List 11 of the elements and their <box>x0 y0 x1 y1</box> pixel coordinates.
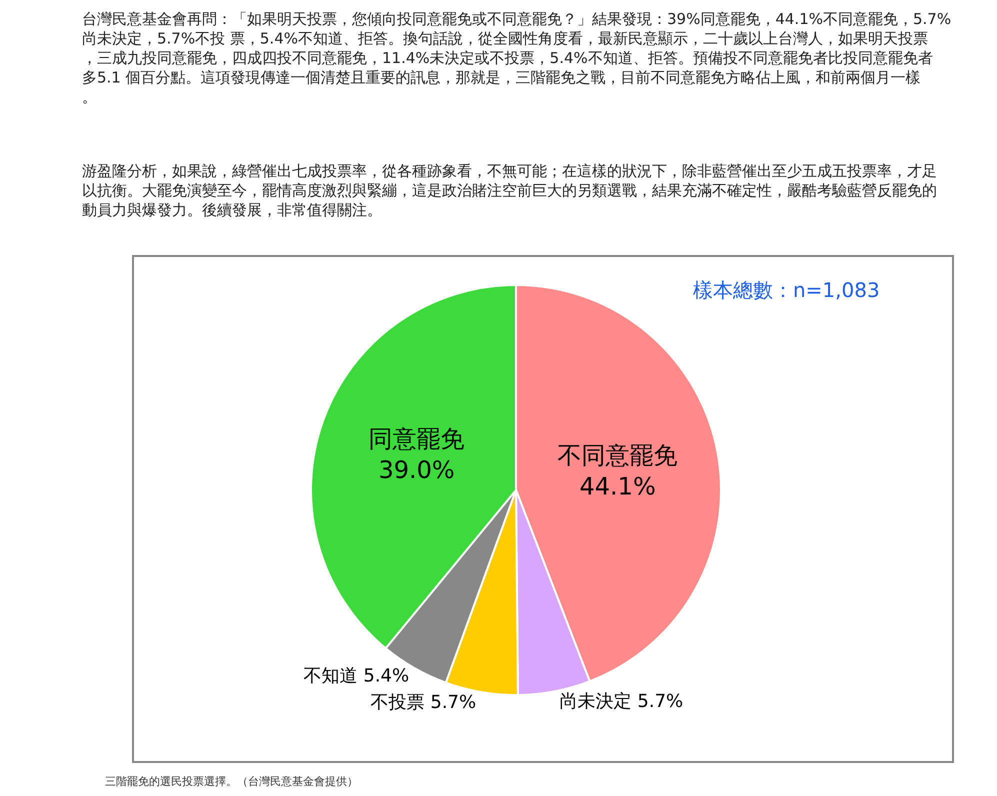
data-label: 44.1% <box>580 472 656 501</box>
text: 游盈隆分析，如果說，綠營催出七成投票率，從各種跡象看，不無可能；在這樣的狀況下，除非藍營催出至少五成五投票率，才足以抗衡。大罷免演變至今，罷情高度激烈與緊繃，這是政治賭注空前巨大的另類選戰，結果充滿不確定性，嚴酷考驗藍營反罷免的動員力與爆發力。後續發展，非常值得關注。 <box>82 162 937 219</box>
text: 台灣民意基金會再問：「如果明天投票，您傾向投同意罷免或不同意罷免？」結果發現：39%同意罷免，44.1%不同意罷免，5.7%尚未決定，5.7%不投 票，5.4%不知道、拒答。換句話說，從全國性角度看，最新民意顯示，二十歲以上台灣人，如果明天投票，三成九投同意罷免，四成四投不同意罷免，11.4%未決定或不投票，5.4%不知道、拒答。預備投不同意罷免者比投同意罷免者多5.1 個百分點。這項發現傳達一個清楚且重要的訊息，那就是，三階罷免之戰，目前不同意罷免方略佔上風，和前兩個月一樣。 <box>82 10 952 106</box>
slice-label: 尚未決定 5.7% <box>560 690 684 712</box>
slice-label: 不同意罷免 <box>558 441 678 470</box>
text: 樣本總數：n=1,083 <box>693 278 880 302</box>
slice-label: 不投票 5.7% <box>370 692 476 713</box>
slice-label: 不知道 5.4% <box>304 665 410 686</box>
text: 三階罷免的選民投票選擇。（台灣民意基金會提供） <box>105 775 358 788</box>
slice-label: 同意罷免 <box>368 424 465 453</box>
data-label: 39.0% <box>378 456 455 484</box>
